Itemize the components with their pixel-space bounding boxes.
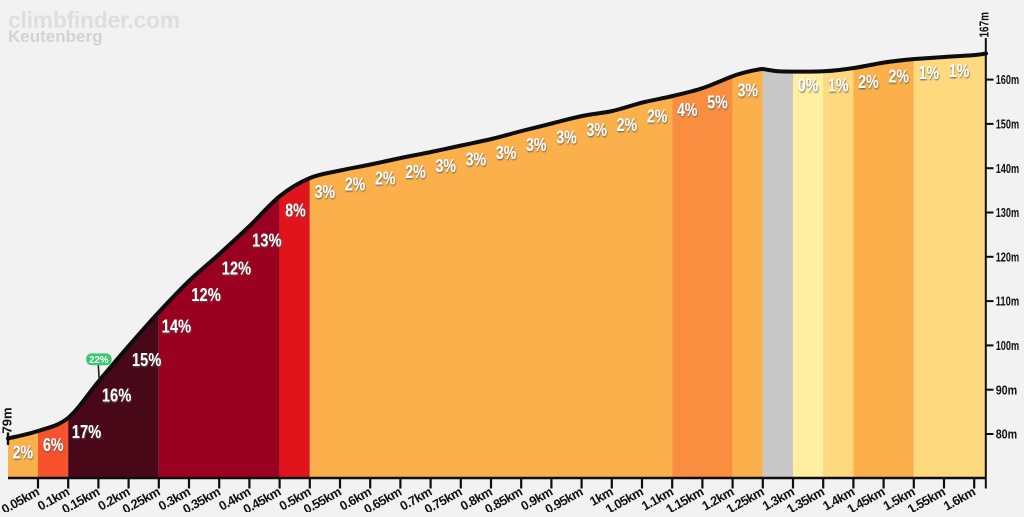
svg-text:8%: 8% — [285, 200, 306, 221]
svg-text:150m: 150m — [996, 118, 1020, 132]
svg-text:90m: 90m — [996, 383, 1018, 397]
svg-text:110m: 110m — [996, 295, 1020, 309]
svg-text:13%: 13% — [252, 229, 282, 250]
svg-text:0%: 0% — [798, 75, 819, 96]
svg-text:2%: 2% — [345, 174, 366, 195]
svg-text:100m: 100m — [996, 339, 1020, 353]
svg-text:16%: 16% — [102, 385, 132, 406]
svg-text:6%: 6% — [43, 434, 64, 455]
svg-text:3%: 3% — [315, 181, 336, 202]
svg-text:1%: 1% — [828, 74, 849, 95]
svg-text:3%: 3% — [737, 79, 758, 100]
svg-text:3%: 3% — [435, 155, 456, 176]
svg-text:160m: 160m — [996, 73, 1020, 87]
svg-text:17%: 17% — [72, 421, 102, 442]
svg-text:140m: 140m — [996, 162, 1020, 176]
svg-text:2%: 2% — [858, 71, 879, 92]
svg-text:3%: 3% — [526, 134, 547, 155]
svg-text:22%: 22% — [89, 355, 109, 366]
svg-text:2%: 2% — [13, 442, 34, 463]
svg-text:3%: 3% — [586, 119, 607, 140]
svg-text:Keutenberg: Keutenberg — [8, 27, 102, 46]
svg-text:120m: 120m — [996, 250, 1020, 264]
svg-text:4%: 4% — [677, 99, 698, 120]
svg-text:1%: 1% — [919, 62, 940, 83]
svg-text:2%: 2% — [405, 161, 426, 182]
svg-text:2%: 2% — [647, 106, 668, 127]
svg-text:1%: 1% — [949, 60, 970, 81]
svg-text:130m: 130m — [996, 206, 1020, 220]
svg-text:3%: 3% — [466, 149, 487, 170]
svg-text:5%: 5% — [707, 91, 728, 112]
svg-text:167m: 167m — [977, 12, 992, 38]
svg-text:2%: 2% — [617, 114, 638, 135]
svg-text:79m: 79m — [0, 408, 15, 434]
svg-text:3%: 3% — [496, 142, 517, 163]
svg-text:15%: 15% — [132, 349, 162, 370]
svg-text:12%: 12% — [222, 257, 252, 278]
svg-text:12%: 12% — [191, 284, 221, 305]
svg-text:climbfinder.com: climbfinder.com — [8, 7, 180, 33]
svg-text:14%: 14% — [162, 315, 192, 336]
svg-text:80m: 80m — [996, 428, 1018, 442]
svg-text:2%: 2% — [888, 66, 909, 87]
svg-text:2%: 2% — [375, 168, 396, 189]
svg-text:3%: 3% — [556, 127, 577, 148]
